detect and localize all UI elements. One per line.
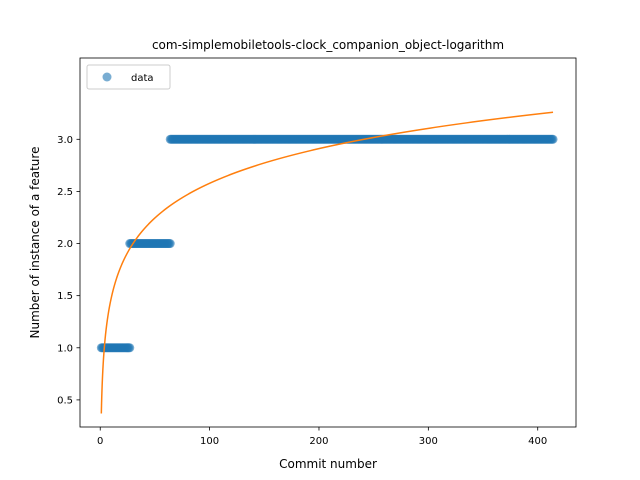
plot-area xyxy=(96,111,558,414)
data-point xyxy=(165,239,175,249)
fit-line xyxy=(100,111,554,414)
legend-marker-data xyxy=(102,72,112,82)
y-tick-label: 1.5 xyxy=(57,291,73,302)
x-tick-label: 300 xyxy=(419,436,438,447)
legend: data xyxy=(86,64,171,90)
data-point xyxy=(125,343,135,353)
y-axis-label: Number of instance of a feature xyxy=(28,147,42,339)
x-tick-label: 400 xyxy=(528,436,547,447)
y-tick-label: 2.0 xyxy=(57,239,73,250)
legend-label-data: data xyxy=(131,73,154,84)
y-tick-label: 0.5 xyxy=(57,395,73,406)
legend-box xyxy=(86,64,171,90)
x-tick-label: 200 xyxy=(309,436,328,447)
y-tick-label: 1.0 xyxy=(57,343,73,354)
x-tick-label: 100 xyxy=(200,436,219,447)
y-tick-label: 3.0 xyxy=(57,135,73,146)
x-tick-label: 0 xyxy=(97,436,103,447)
axes-frame xyxy=(79,57,577,428)
data-point xyxy=(548,134,558,144)
chart-title: com-simplemobiletools-clock_companion_ob… xyxy=(152,38,504,52)
x-axis-label: Commit number xyxy=(279,457,377,471)
axis-ticks: 0 100 200 300 400 0.5 1.0 1.5 2.0 2.5 3.0 xyxy=(57,135,547,447)
y-tick-label: 2.5 xyxy=(57,187,73,198)
